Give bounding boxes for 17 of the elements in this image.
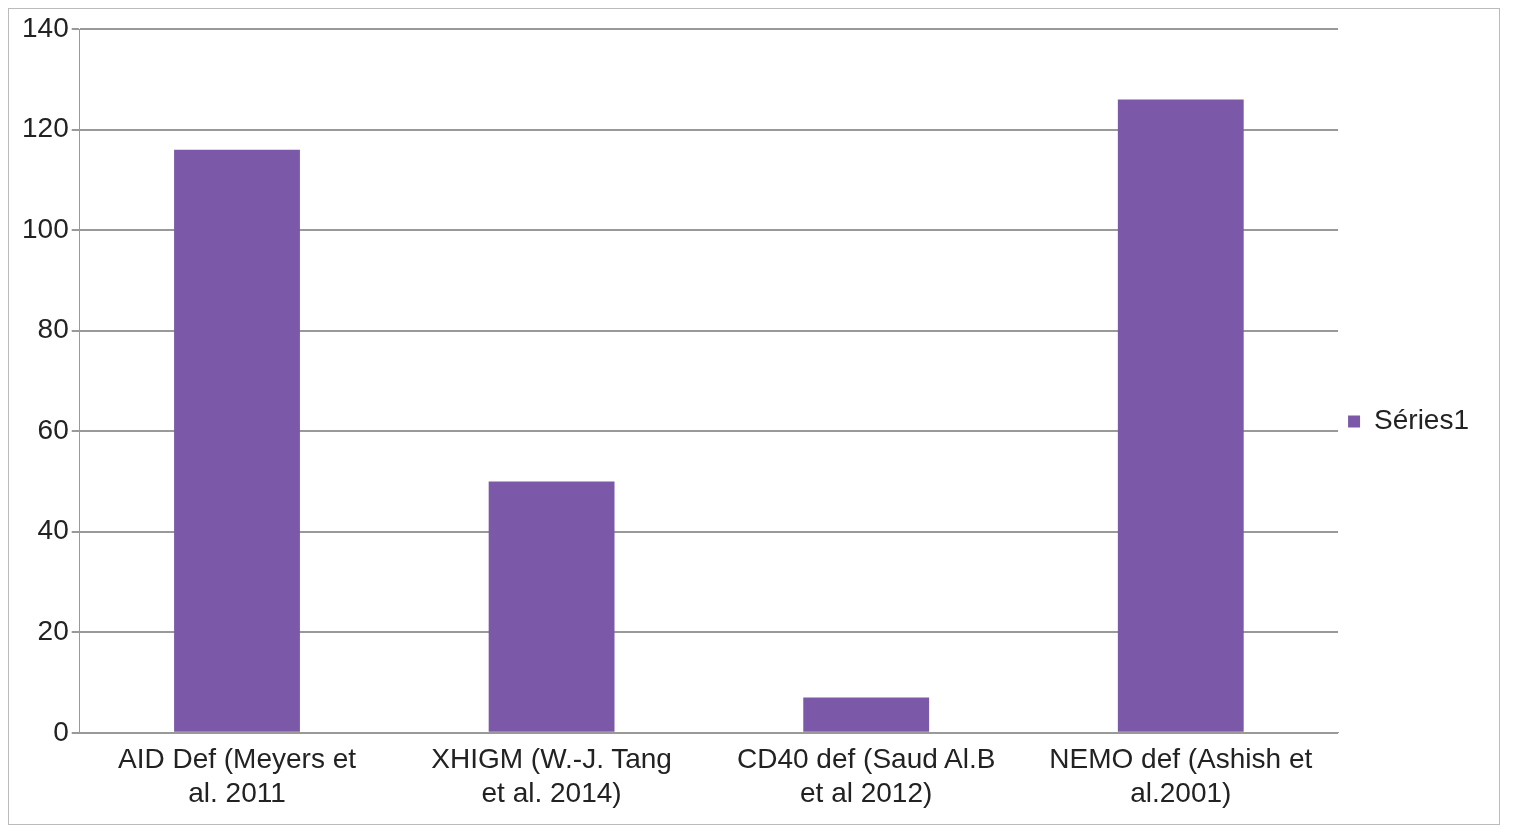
x-tick-label: XHIGM (W.-J. Tang et al. 2014) — [431, 743, 672, 808]
y-tick-label: 0 — [53, 715, 69, 747]
bar — [1117, 99, 1244, 732]
bar — [174, 149, 300, 732]
y-tick-label: 40 — [37, 514, 69, 546]
y-tick-label: 60 — [37, 413, 69, 445]
y-tick-label: 80 — [37, 313, 69, 345]
x-tick-label: AID Def (Meyers et al. 2011 — [117, 743, 357, 808]
x-tick-label: NEMO def (Ashish et al.2001) — [1049, 743, 1313, 808]
y-tick-label: 140 — [22, 11, 69, 43]
x-tick-label: CD40 def (Saud Al.B et al 2012) — [737, 743, 996, 808]
legend-label: Séries1 — [1374, 404, 1469, 436]
bar — [488, 481, 615, 732]
bar — [803, 697, 930, 732]
y-tick-label: 120 — [22, 112, 69, 144]
y-tick-label: 20 — [37, 614, 69, 646]
y-tick-label: 100 — [22, 212, 69, 244]
